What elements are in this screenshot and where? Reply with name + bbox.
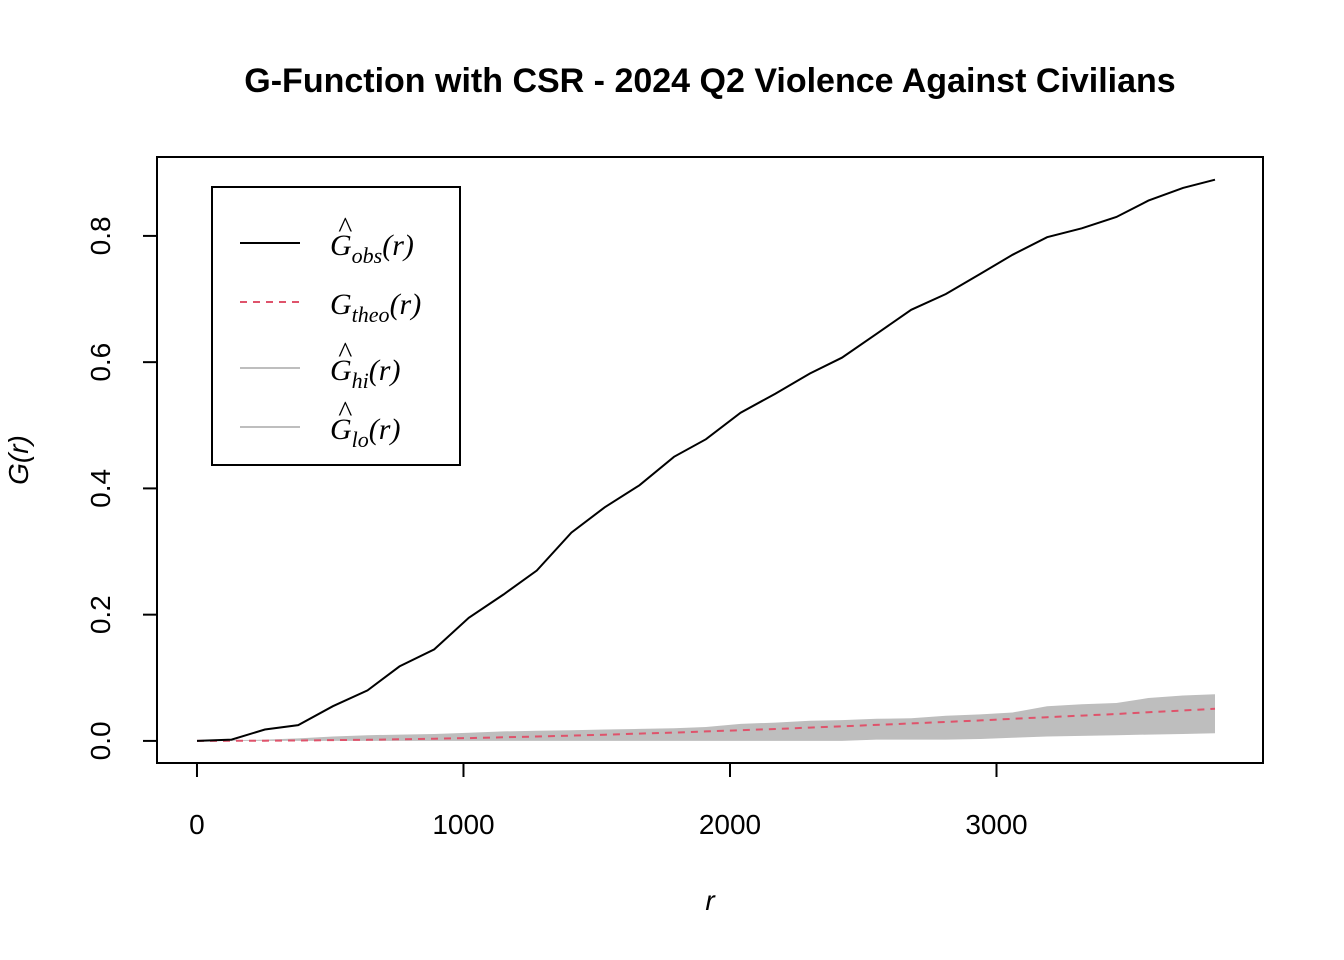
y-tick-label: 0.8 — [85, 216, 116, 255]
legend-label-hi: Ghi(r) — [330, 354, 400, 393]
legend-hat-hi: ^ — [338, 336, 353, 369]
legend-label-theo: Gtheo(r) — [330, 288, 421, 327]
legend-label-lo: Glo(r) — [330, 413, 400, 452]
x-axis-label: r — [705, 885, 716, 916]
series-line-obs — [196, 178, 1216, 742]
legend-hat-obs: ^ — [338, 211, 353, 244]
x-tick-label: 0 — [189, 809, 205, 840]
x-tick-label: 2000 — [699, 809, 761, 840]
legend-item-lo: ^Glo(r) — [240, 395, 400, 452]
legend-hat-lo: ^ — [338, 395, 353, 428]
series-line-theo — [196, 707, 1216, 742]
y-tick-label: 0.0 — [85, 721, 116, 760]
y-axis-label: G(r) — [3, 435, 34, 485]
legend-label-obs: Gobs(r) — [330, 229, 414, 268]
y-tick-label: 0.4 — [85, 469, 116, 508]
x-axis: 0 1000 2000 3000 — [189, 762, 1028, 840]
chart-title: G-Function with CSR - 2024 Q2 Violence A… — [244, 62, 1175, 100]
y-tick-label: 0.2 — [85, 595, 116, 634]
legend-item-theo: Gtheo(r) — [240, 288, 421, 327]
legend-box — [211, 186, 461, 466]
series-line-layer — [196, 178, 1216, 742]
x-tick-label: 1000 — [432, 809, 494, 840]
legend: ^Gobs(r)Gtheo(r)^Ghi(r)^Glo(r) — [211, 186, 461, 466]
y-axis: 0.0 0.2 0.4 0.6 0.8 — [85, 216, 158, 760]
legend-item-obs: ^Gobs(r) — [240, 211, 414, 268]
envelope-band-layer — [197, 694, 1215, 741]
envelope-band — [197, 694, 1215, 741]
legend-item-hi: ^Ghi(r) — [240, 336, 400, 393]
y-tick-label: 0.6 — [85, 343, 116, 382]
x-tick-label: 3000 — [965, 809, 1027, 840]
